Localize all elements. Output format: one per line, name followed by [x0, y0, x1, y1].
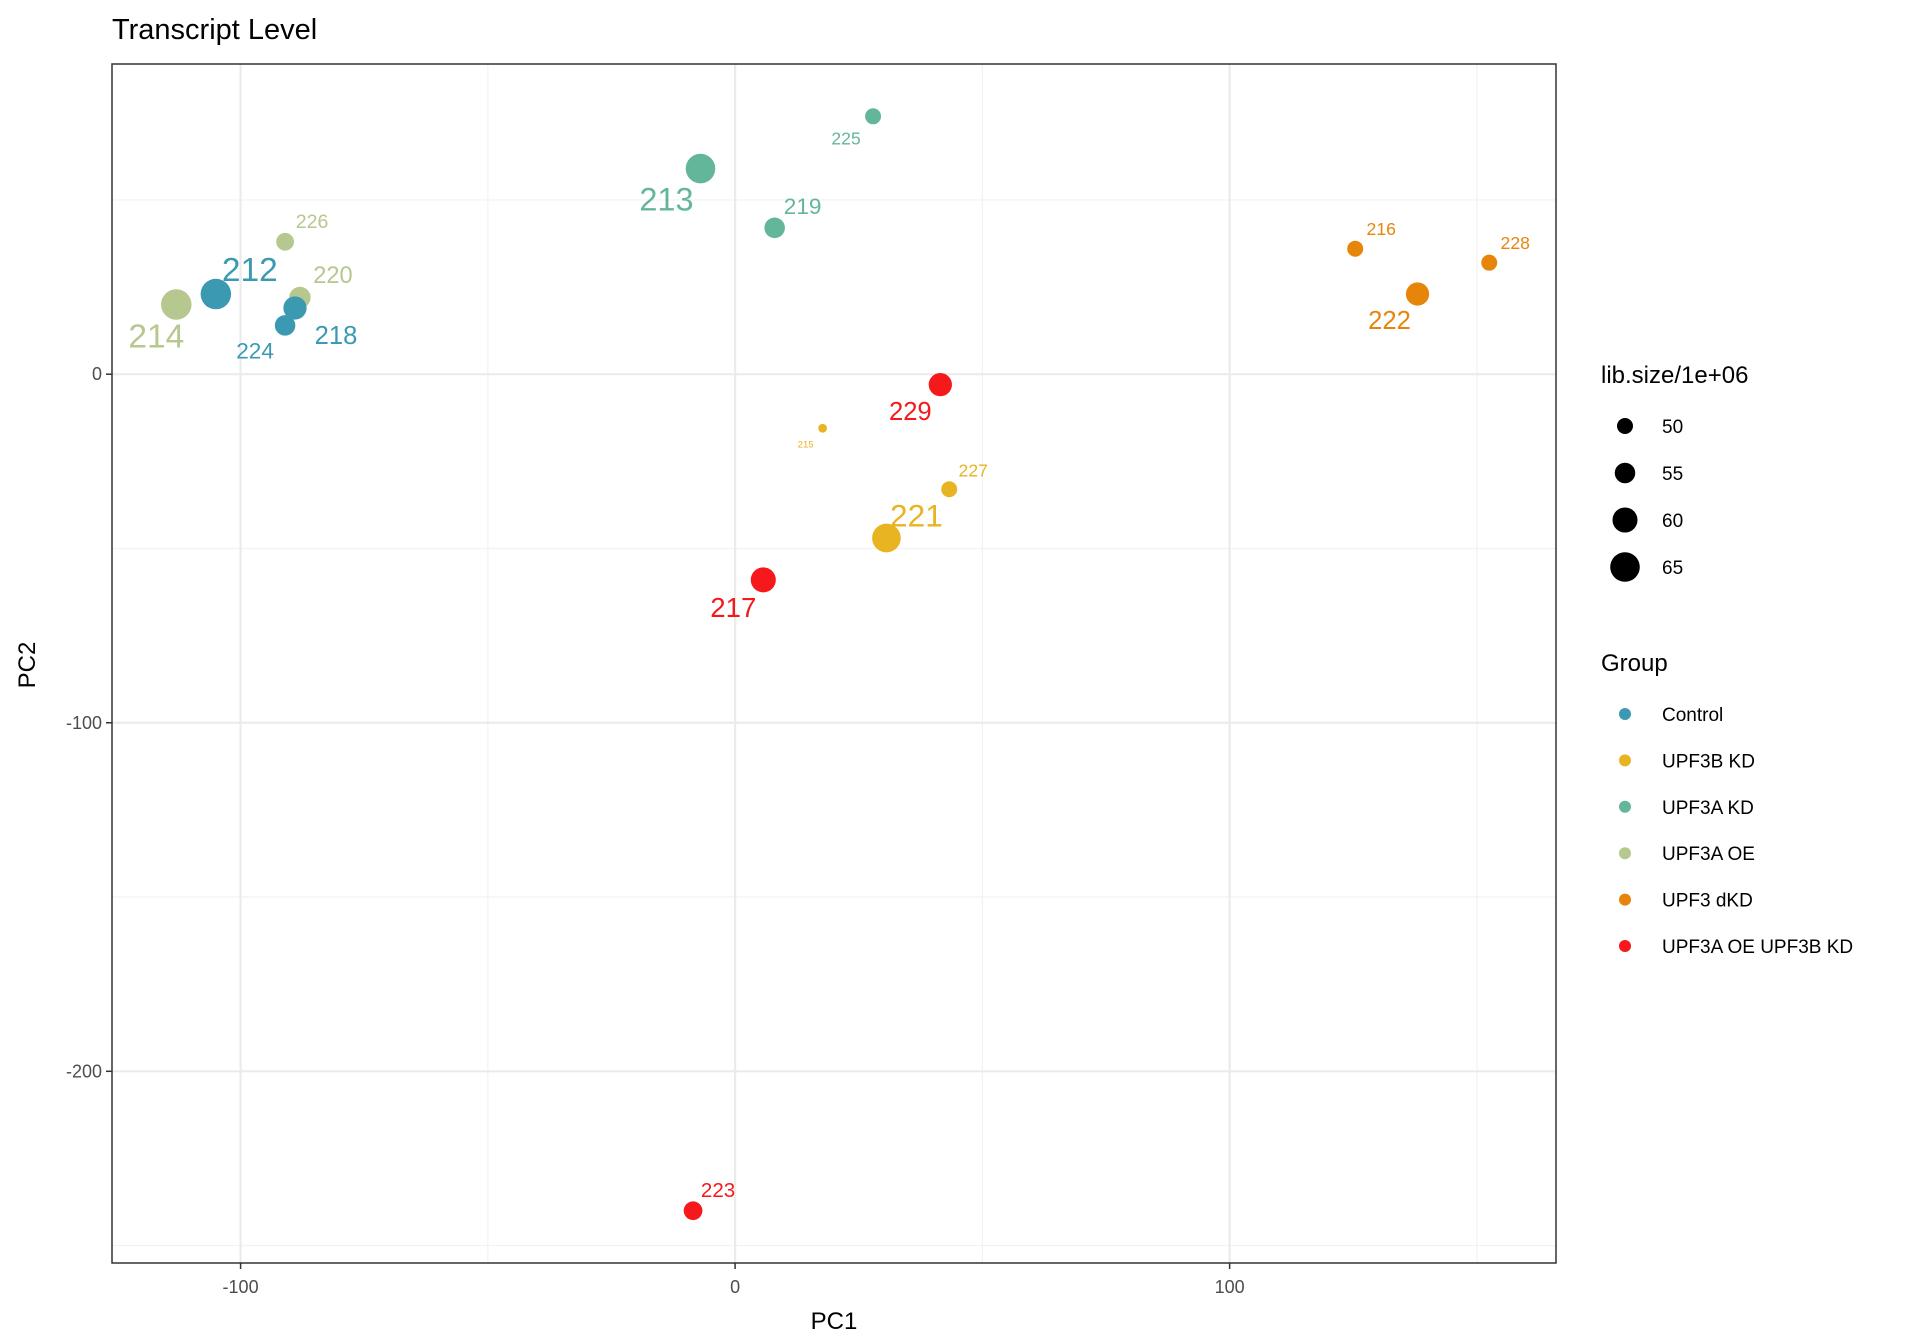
- data-point-218: [283, 296, 307, 320]
- point-label-215: 215: [798, 440, 814, 451]
- panel-background: [112, 64, 1556, 1263]
- group-legend-label: Control: [1662, 705, 1723, 726]
- point-label-218: 218: [315, 322, 358, 350]
- group-legend-label: UPF3 dKD: [1662, 891, 1753, 912]
- y-tick-label: -100: [66, 713, 102, 733]
- group-legend-key: [1619, 847, 1631, 860]
- data-point-224: [274, 315, 296, 336]
- data-point-228: [1481, 254, 1498, 271]
- data-point-225: [865, 108, 882, 125]
- data-point-214: [161, 289, 192, 320]
- data-point-226: [276, 232, 294, 251]
- size-legend-key: [1614, 462, 1636, 484]
- data-point-213: [685, 153, 716, 184]
- size-legend-key: [1617, 418, 1633, 434]
- group-legend-label: UPF3A OE UPF3B KD: [1662, 937, 1853, 958]
- x-tick-label: -100: [223, 1277, 259, 1297]
- group-legend-label: UPF3B KD: [1662, 751, 1755, 772]
- x-tick-label: 0: [730, 1277, 740, 1297]
- group-legend-key: [1619, 754, 1631, 767]
- group-legend-label: UPF3A KD: [1662, 798, 1754, 819]
- chart-title: Transcript Level: [112, 14, 317, 46]
- size-legend: 50 55 60 65: [1610, 417, 1683, 582]
- x-tick-label: 100: [1215, 1277, 1245, 1297]
- panel-border: [111, 63, 1557, 1264]
- group-legend-key: [1619, 708, 1631, 720]
- group-legend-title: Group: [1601, 650, 1668, 677]
- y-axis-label: PC2: [14, 642, 41, 689]
- point-label-213: 213: [639, 181, 693, 217]
- point-label-229: 229: [889, 398, 932, 426]
- group-legend-label: UPF3A OE: [1662, 844, 1755, 865]
- group-legend-key: [1619, 940, 1631, 952]
- point-label-228: 228: [1501, 233, 1531, 253]
- size-legend-key: [1612, 507, 1638, 533]
- point-label-227: 227: [959, 461, 988, 481]
- size-legend-label: 65: [1662, 558, 1683, 579]
- data-point-219: [764, 217, 785, 239]
- point-label-219: 219: [784, 194, 822, 219]
- data-point-215: [818, 423, 828, 433]
- point-label-217: 217: [710, 592, 756, 623]
- x-axis-label: PC1: [811, 1308, 858, 1335]
- point-label-220: 220: [313, 263, 352, 289]
- size-legend-key: [1610, 552, 1640, 582]
- group-legend: Control UPF3B KD UPF3A KD UPF3A OE UPF3 dKD U…: [1619, 705, 1853, 958]
- axis-ticks: -100 0 100 0 -100 -200: [66, 364, 1245, 1297]
- size-legend-label: 60: [1662, 511, 1683, 532]
- point-label-216: 216: [1367, 219, 1397, 239]
- data-point-212: [200, 278, 232, 310]
- group-legend-key: [1619, 800, 1631, 813]
- points-layer: 225 213 219 226 214 220 212 218 224 216 228 222 229 2…: [128, 108, 1531, 1221]
- grid: [112, 64, 1556, 1263]
- size-legend-title: lib.size/1e+06: [1601, 362, 1748, 389]
- data-point-221: [872, 523, 901, 553]
- size-legend-label: 55: [1662, 464, 1683, 485]
- point-label-223: 223: [701, 1179, 735, 1202]
- point-label-222: 222: [1368, 307, 1411, 335]
- data-point-222: [1405, 282, 1430, 306]
- point-label-225: 225: [831, 129, 861, 149]
- group-legend-key: [1619, 893, 1631, 906]
- point-label-226: 226: [296, 211, 329, 233]
- point-label-214: 214: [128, 319, 184, 356]
- data-point-217: [750, 567, 776, 593]
- point-label-212: 212: [222, 252, 278, 289]
- point-label-224: 224: [236, 339, 274, 364]
- y-tick-label: 0: [92, 364, 102, 384]
- data-point-223: [683, 1201, 703, 1221]
- data-point-229: [928, 373, 952, 397]
- y-tick-label: -200: [66, 1061, 102, 1081]
- size-legend-label: 50: [1662, 417, 1683, 438]
- data-point-227: [941, 481, 958, 498]
- point-label-221: 221: [890, 497, 943, 533]
- data-point-216: [1347, 240, 1364, 257]
